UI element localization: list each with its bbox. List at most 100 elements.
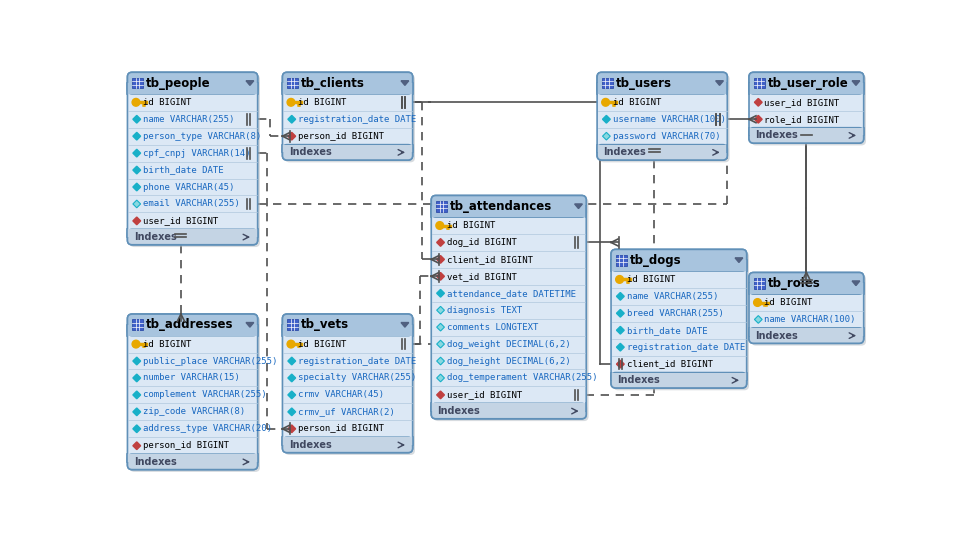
Text: email VARCHAR(255): email VARCHAR(255): [142, 199, 239, 208]
Polygon shape: [574, 204, 581, 209]
Text: id BIGINT: id BIGINT: [142, 339, 191, 349]
Text: password VARCHAR(70): password VARCHAR(70): [612, 132, 719, 141]
Text: Indexes: Indexes: [616, 375, 659, 385]
Text: id BIGINT: id BIGINT: [612, 98, 660, 107]
Bar: [127, 229, 258, 237]
Text: role_id BIGINT: role_id BIGINT: [764, 115, 839, 124]
Text: id BIGINT: id BIGINT: [447, 221, 494, 230]
Text: address_type VARCHAR(20): address_type VARCHAR(20): [142, 424, 271, 433]
Polygon shape: [436, 357, 444, 365]
Polygon shape: [436, 391, 444, 399]
Polygon shape: [436, 289, 444, 297]
Text: crmv_uf VARCHAR(2): crmv_uf VARCHAR(2): [297, 407, 394, 417]
FancyBboxPatch shape: [127, 454, 258, 469]
FancyBboxPatch shape: [130, 316, 260, 472]
Text: cpf_cnpj VARCHAR(14): cpf_cnpj VARCHAR(14): [142, 149, 250, 158]
Polygon shape: [616, 310, 624, 317]
Polygon shape: [616, 343, 624, 351]
Bar: [610, 260, 746, 271]
Text: Indexes: Indexes: [755, 131, 797, 141]
Text: Indexes: Indexes: [134, 232, 176, 242]
FancyBboxPatch shape: [433, 198, 588, 421]
Bar: [748, 328, 862, 336]
Text: registration_date DATE: registration_date DATE: [297, 115, 416, 124]
Polygon shape: [400, 81, 408, 85]
Circle shape: [132, 99, 140, 106]
Text: dog_id BIGINT: dog_id BIGINT: [447, 238, 516, 247]
FancyBboxPatch shape: [748, 128, 862, 143]
Text: client_id BIGINT: client_id BIGINT: [626, 360, 712, 369]
Polygon shape: [133, 132, 141, 140]
Text: client_id BIGINT: client_id BIGINT: [447, 255, 532, 264]
FancyBboxPatch shape: [751, 74, 865, 145]
Bar: [610, 372, 746, 380]
Text: id BIGINT: id BIGINT: [626, 275, 674, 284]
Text: tb_people: tb_people: [146, 77, 210, 90]
FancyBboxPatch shape: [127, 314, 258, 469]
Text: person_id BIGINT: person_id BIGINT: [297, 132, 384, 141]
Polygon shape: [133, 183, 141, 191]
Polygon shape: [133, 425, 141, 433]
FancyBboxPatch shape: [748, 273, 862, 294]
Text: person_type VARCHAR(8): person_type VARCHAR(8): [142, 132, 261, 141]
Text: birth_date DATE: birth_date DATE: [142, 165, 223, 175]
Text: dog_weight DECIMAL(6,2): dog_weight DECIMAL(6,2): [447, 339, 570, 349]
Text: user_id BIGINT: user_id BIGINT: [764, 98, 839, 107]
Bar: [282, 83, 412, 94]
Text: zip_code VARCHAR(8): zip_code VARCHAR(8): [142, 407, 245, 417]
Bar: [753, 78, 764, 89]
Polygon shape: [754, 99, 762, 106]
FancyBboxPatch shape: [282, 72, 412, 160]
Text: comments LONGTEXT: comments LONGTEXT: [447, 323, 538, 332]
Bar: [282, 325, 412, 336]
FancyBboxPatch shape: [282, 145, 412, 160]
Polygon shape: [616, 293, 624, 300]
Text: complement VARCHAR(255): complement VARCHAR(255): [142, 391, 266, 399]
FancyBboxPatch shape: [431, 196, 585, 217]
Text: name VARCHAR(255): name VARCHAR(255): [626, 292, 717, 301]
Text: id BIGINT: id BIGINT: [764, 298, 812, 307]
FancyBboxPatch shape: [285, 316, 415, 455]
FancyBboxPatch shape: [431, 196, 585, 419]
Bar: [127, 325, 258, 336]
Polygon shape: [133, 166, 141, 174]
Text: Indexes: Indexes: [755, 331, 797, 341]
Text: tb_clients: tb_clients: [300, 77, 364, 90]
FancyBboxPatch shape: [610, 250, 746, 388]
Circle shape: [435, 222, 443, 229]
FancyBboxPatch shape: [612, 252, 748, 390]
Polygon shape: [288, 408, 296, 415]
Text: breed VARCHAR(255): breed VARCHAR(255): [626, 309, 723, 318]
FancyBboxPatch shape: [127, 72, 258, 94]
FancyBboxPatch shape: [610, 250, 746, 271]
FancyBboxPatch shape: [282, 314, 412, 453]
Text: person_id BIGINT: person_id BIGINT: [142, 441, 229, 450]
Text: crmv VARCHAR(45): crmv VARCHAR(45): [297, 391, 384, 399]
Text: Indexes: Indexes: [603, 147, 645, 158]
Text: tb_vets: tb_vets: [300, 318, 349, 331]
Bar: [597, 145, 727, 153]
FancyBboxPatch shape: [748, 328, 862, 343]
Text: id BIGINT: id BIGINT: [142, 98, 191, 107]
Text: Indexes: Indexes: [437, 406, 480, 416]
Text: tb_roles: tb_roles: [766, 277, 820, 290]
Bar: [282, 145, 412, 153]
FancyBboxPatch shape: [748, 273, 862, 343]
Text: tb_users: tb_users: [615, 77, 671, 90]
FancyBboxPatch shape: [597, 72, 727, 94]
FancyBboxPatch shape: [748, 72, 862, 94]
Polygon shape: [288, 115, 296, 123]
Text: dog_temperament VARCHAR(255): dog_temperament VARCHAR(255): [447, 374, 597, 382]
Text: registration_date DATE: registration_date DATE: [297, 356, 416, 365]
FancyBboxPatch shape: [610, 372, 746, 388]
Bar: [748, 128, 862, 136]
Circle shape: [615, 276, 623, 283]
Text: attendance_date DATETIME: attendance_date DATETIME: [447, 289, 576, 298]
Polygon shape: [246, 322, 254, 327]
Bar: [132, 320, 142, 330]
Polygon shape: [735, 258, 742, 262]
Text: diagnosis TEXT: diagnosis TEXT: [447, 306, 521, 315]
Text: vet_id BIGINT: vet_id BIGINT: [447, 272, 516, 281]
FancyBboxPatch shape: [282, 314, 412, 336]
Polygon shape: [602, 132, 610, 140]
